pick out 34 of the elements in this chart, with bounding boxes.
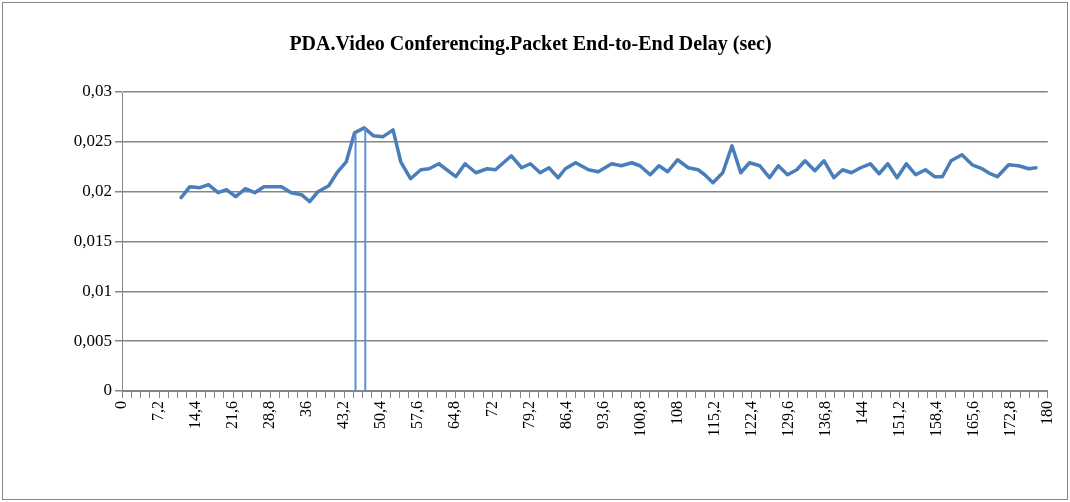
x-tick-label: 21,6	[223, 401, 241, 429]
y-tick-label: 0,005	[73, 330, 112, 350]
chart-title: PDA.Video Conferencing.Packet End-to-End Delay (sec)	[289, 32, 772, 56]
x-tick-label: 144	[852, 401, 870, 425]
x-tick-label: 93,6	[593, 401, 611, 429]
x-tick-label: 151,2	[889, 401, 907, 437]
x-tick-label: 122,4	[741, 401, 759, 437]
y-tick-label: 0	[103, 380, 112, 400]
x-tick-label: 165,6	[963, 401, 981, 437]
x-tick-label: 180	[1038, 401, 1055, 425]
x-tick-label: 172,8	[1000, 401, 1018, 437]
x-tick-label: 28,8	[260, 401, 278, 429]
x-tick-label: 86,4	[556, 401, 574, 429]
x-tick-label: 129,6	[778, 401, 796, 437]
y-tick-label: 0,01	[82, 280, 112, 300]
x-tick-label: 50,4	[371, 401, 389, 429]
x-tick-label: 115,2	[704, 401, 722, 437]
x-tick-label: 108	[667, 401, 685, 425]
x-tick-label: 72	[482, 401, 500, 417]
x-tick-label: 136,8	[815, 401, 833, 437]
x-tick-label: 79,2	[519, 401, 537, 429]
x-tick-label: 158,4	[926, 401, 944, 437]
y-tick-label: 0,015	[73, 230, 112, 250]
x-tick-label: 100,8	[630, 401, 648, 437]
x-tick-label: 36	[297, 401, 315, 417]
x-tick-label: 57,6	[408, 401, 426, 429]
y-tick-label: 0,02	[82, 181, 112, 201]
x-tick-label: 64,8	[445, 401, 463, 429]
y-tick-label: 0,03	[82, 81, 112, 101]
x-tick-label: 0	[112, 401, 130, 409]
y-tick-label: 0,025	[73, 131, 112, 151]
x-tick-label: 14,4	[186, 401, 204, 429]
x-tick-label: 7,2	[149, 401, 167, 421]
x-tick-label: 43,2	[334, 401, 352, 429]
